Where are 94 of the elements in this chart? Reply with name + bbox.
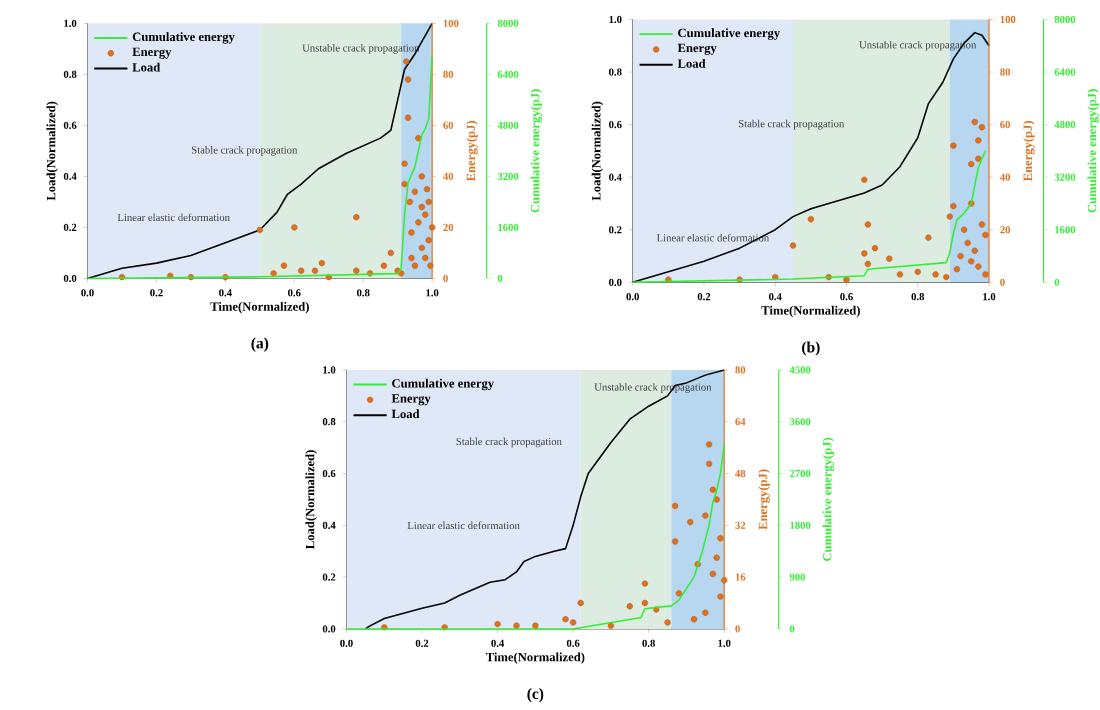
point bbox=[950, 142, 957, 149]
point bbox=[401, 160, 408, 167]
point bbox=[978, 221, 986, 228]
point bbox=[280, 262, 288, 269]
point bbox=[675, 589, 682, 597]
point bbox=[425, 198, 432, 205]
point bbox=[562, 615, 569, 622]
point bbox=[914, 268, 921, 275]
point bbox=[404, 114, 412, 121]
point bbox=[353, 213, 360, 220]
point bbox=[717, 534, 724, 542]
point bbox=[406, 198, 413, 205]
point bbox=[641, 580, 649, 587]
point bbox=[411, 188, 419, 195]
point bbox=[864, 221, 871, 228]
point bbox=[687, 518, 694, 525]
point bbox=[408, 254, 415, 261]
point bbox=[422, 211, 429, 218]
point bbox=[709, 486, 716, 493]
point bbox=[423, 185, 431, 192]
point bbox=[713, 495, 720, 503]
point bbox=[932, 270, 939, 278]
point bbox=[401, 180, 408, 187]
point bbox=[702, 512, 709, 519]
point bbox=[415, 134, 422, 141]
point bbox=[971, 247, 978, 254]
point bbox=[861, 176, 868, 183]
point bbox=[167, 272, 174, 279]
point bbox=[425, 236, 432, 243]
point bbox=[403, 58, 410, 65]
point bbox=[318, 259, 325, 266]
point bbox=[706, 440, 713, 448]
point bbox=[713, 554, 720, 561]
point bbox=[702, 609, 709, 616]
point bbox=[886, 255, 893, 262]
point bbox=[415, 218, 422, 226]
point bbox=[408, 229, 415, 236]
point bbox=[353, 267, 360, 274]
point bbox=[717, 593, 724, 600]
point bbox=[982, 270, 989, 278]
point bbox=[968, 257, 975, 265]
point bbox=[532, 622, 539, 629]
point bbox=[706, 460, 713, 467]
point bbox=[256, 226, 263, 233]
point bbox=[943, 273, 950, 280]
point bbox=[418, 172, 425, 180]
point bbox=[772, 273, 779, 280]
point bbox=[380, 262, 388, 269]
point bbox=[311, 267, 319, 274]
point bbox=[672, 538, 679, 545]
point bbox=[957, 252, 964, 259]
point bbox=[953, 265, 961, 272]
point bbox=[960, 226, 968, 233]
point bbox=[968, 160, 975, 167]
point bbox=[946, 213, 953, 220]
point bbox=[291, 223, 298, 231]
point bbox=[404, 76, 412, 83]
point bbox=[971, 118, 978, 125]
point bbox=[411, 262, 419, 269]
point bbox=[427, 262, 434, 269]
point bbox=[982, 231, 989, 238]
point bbox=[843, 276, 850, 283]
point bbox=[896, 270, 904, 278]
point bbox=[871, 244, 879, 251]
point bbox=[861, 249, 868, 257]
point bbox=[709, 570, 716, 577]
point bbox=[789, 242, 797, 249]
point bbox=[494, 620, 501, 627]
point bbox=[672, 502, 679, 509]
point bbox=[387, 249, 394, 256]
point bbox=[925, 234, 932, 241]
point bbox=[864, 260, 871, 267]
point bbox=[690, 615, 698, 622]
point bbox=[570, 618, 577, 626]
point bbox=[721, 576, 728, 584]
point bbox=[950, 202, 957, 209]
point bbox=[513, 622, 520, 629]
point bbox=[298, 267, 305, 274]
point bbox=[664, 618, 671, 626]
point bbox=[665, 276, 672, 283]
point bbox=[978, 123, 986, 130]
point bbox=[964, 239, 971, 246]
point bbox=[641, 599, 649, 606]
point bbox=[807, 215, 814, 222]
point bbox=[429, 223, 436, 231]
point bbox=[577, 599, 584, 606]
point bbox=[975, 155, 982, 162]
point bbox=[418, 244, 425, 251]
point bbox=[422, 254, 429, 261]
point bbox=[418, 203, 425, 210]
point bbox=[975, 263, 982, 270]
point bbox=[626, 602, 633, 610]
point bbox=[270, 269, 277, 277]
point bbox=[975, 136, 982, 144]
